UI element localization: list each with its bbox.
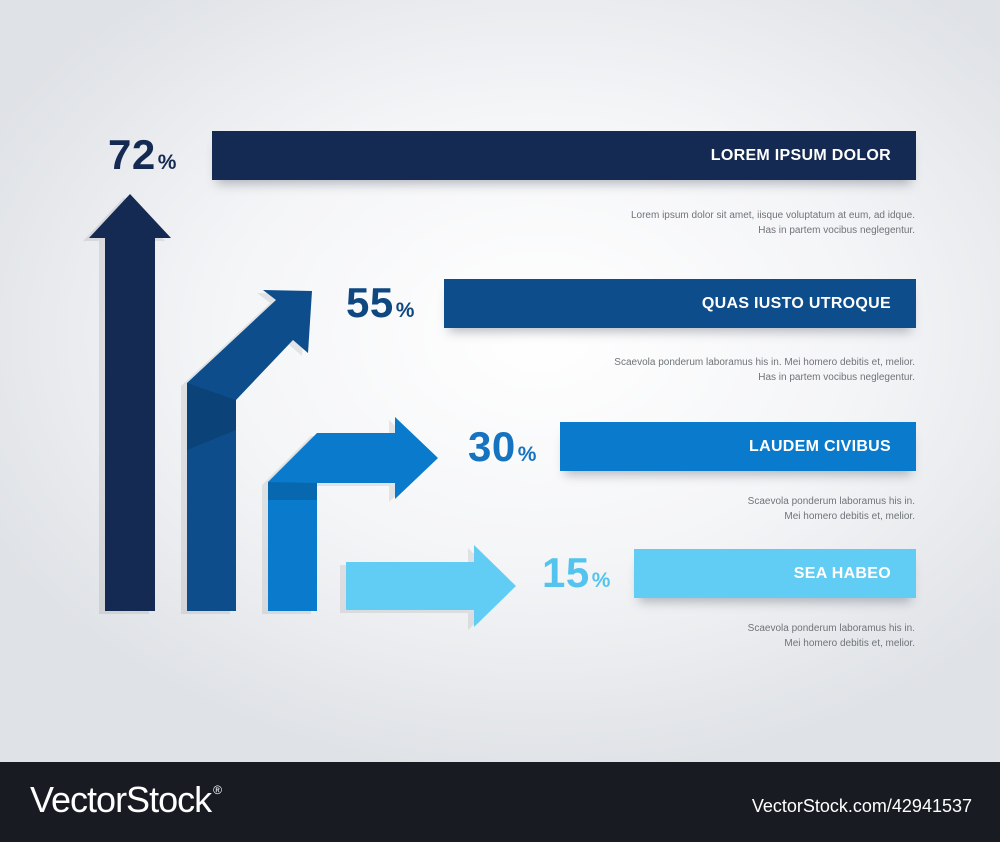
arrow-shape [346,545,516,627]
registered-mark: ® [213,783,222,797]
category-description: Lorem ipsum dolor sit amet, iisque volup… [631,208,915,238]
percent-label: 30% [468,426,537,468]
category-description: Scaevola ponderum laboramus his in. Mei h… [748,494,915,524]
percent-sign: % [395,299,415,322]
percent-value: 30 [468,423,516,470]
arrow-3 [262,417,438,614]
arrow-fold-shade [187,383,236,450]
arrows-graphic [83,194,516,630]
percent-label: 72% [108,134,177,176]
category-band: LAUDEM CIVIBUS [560,422,916,471]
category-label: QUAS IUSTO UTROQUE [701,295,891,312]
description-line: Scaevola ponderum laboramus his in. Mei … [614,357,915,368]
arrow-fold-shade [268,482,317,500]
category-description: Scaevola ponderum laboramus his in. Mei … [614,355,915,385]
percent-sign: % [157,151,177,174]
category-band: SEA HABEO [634,549,916,598]
description-line: Has in partem vocibus neglegentur. [758,372,915,383]
description-line: Has in partem vocibus neglegentur. [758,225,915,236]
percent-sign: % [517,443,537,466]
arrow-shape [187,290,312,611]
logo-text: VectorStock [30,779,212,820]
description-line: Scaevola ponderum laboramus his in. [747,496,915,507]
description-line: Mei homero debitis et, melior. [784,638,915,649]
watermark-bar: VectorStock ® VectorStock.com/42941537 [0,762,1000,842]
percent-value: 72 [108,131,156,178]
vectorstock-logo: VectorStock ® [30,782,222,818]
arrow-shape [268,417,438,611]
infographic-chart: 72% LOREM IPSUM DOLOR Lorem ipsum dolor si… [0,0,1000,762]
percent-label: 15% [542,552,611,594]
arrow-2 [181,290,312,614]
category-label: LAUDEM CIVIBUS [749,438,891,455]
percent-label: 55% [346,282,415,324]
percent-sign: % [591,569,611,592]
category-label: LOREM IPSUM DOLOR [710,147,891,164]
category-band: QUAS IUSTO UTROQUE [444,279,916,328]
category-band: LOREM IPSUM DOLOR [212,131,916,180]
arrow-1 [83,194,171,614]
percent-value: 55 [346,279,394,326]
percent-value: 15 [542,549,590,596]
category-description: Scaevola ponderum laboramus his in. Mei h… [748,621,915,651]
category-label: SEA HABEO [793,565,891,582]
arrow-shape [89,194,171,611]
image-id-text: VectorStock.com/42941537 [751,796,972,816]
description-line: Scaevola ponderum laboramus his in. [747,623,915,634]
description-line: Mei homero debitis et, melior. [784,511,915,522]
arrow-4 [340,545,516,630]
description-line: Lorem ipsum dolor sit amet, iisque volup… [630,210,915,221]
